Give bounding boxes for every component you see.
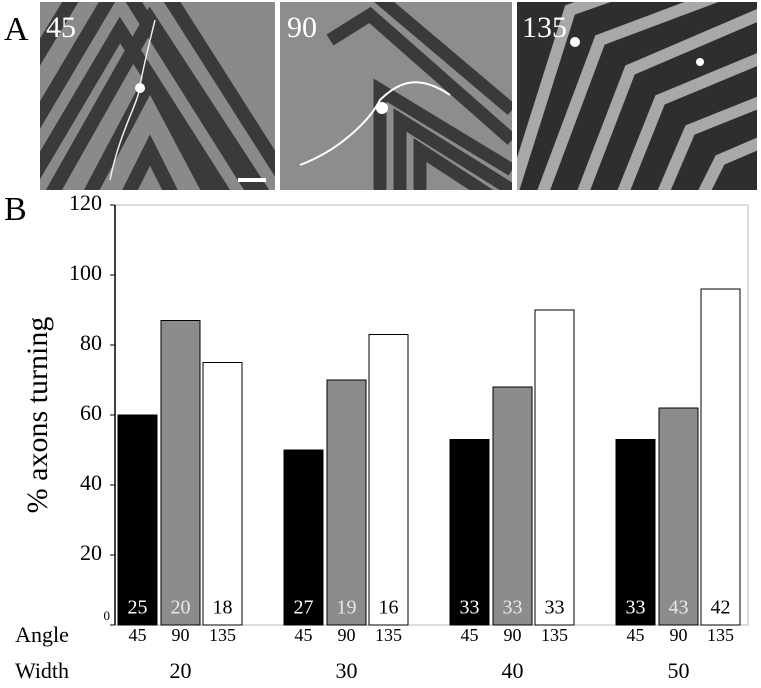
angle-tick-label: 90 (338, 625, 356, 645)
angle-tick-label: 45 (129, 625, 147, 645)
width-tick-label: 20 (170, 658, 192, 683)
angle-tick-label: 45 (461, 625, 479, 645)
angle-tick-label: 135 (707, 625, 734, 645)
width-tick-label: 30 (336, 658, 358, 683)
bar (449, 439, 490, 626)
micrograph (40, 2, 275, 190)
n-label: 33 (545, 597, 565, 619)
y-tick-label: 0 (104, 608, 111, 623)
angle-tick-label: 135 (375, 625, 402, 645)
angle-tick-label: 90 (172, 625, 190, 645)
bar (202, 362, 243, 626)
micrograph (280, 2, 512, 190)
n-label: 25 (128, 597, 148, 619)
panel-label: A (4, 11, 29, 48)
bar (283, 449, 324, 626)
width-tick-label: 40 (502, 658, 524, 683)
angle-tick-label: 45 (295, 625, 313, 645)
micrograph (517, 2, 757, 190)
y-tick-label: 100 (69, 260, 102, 285)
y-tick-label: 120 (69, 190, 102, 215)
image-label: 135 (522, 11, 567, 44)
n-label: 43 (669, 597, 689, 619)
width-tick-label: 50 (668, 658, 690, 683)
n-label: 42 (711, 597, 731, 619)
y-tick-label: 60 (80, 400, 102, 425)
n-label: 33 (626, 597, 646, 619)
y-tick-label: 80 (80, 330, 102, 355)
bar (117, 414, 158, 626)
n-label: 33 (503, 597, 523, 619)
n-label: 27 (294, 597, 314, 619)
y-tick-label: 20 (80, 540, 102, 565)
bar (658, 407, 699, 626)
width-label: Width (15, 658, 69, 683)
angle-tick-label: 90 (504, 625, 522, 645)
bar (615, 439, 656, 626)
bar (534, 309, 575, 626)
image-label: 45 (46, 11, 76, 44)
angle-tick-label: 45 (627, 625, 645, 645)
y-tick-label: 40 (80, 470, 102, 495)
n-label: 33 (460, 597, 480, 619)
y-axis-label: % axons turning (21, 317, 54, 514)
angle-tick-label: 135 (209, 625, 236, 645)
bar (160, 320, 201, 626)
n-label: 18 (213, 597, 233, 619)
angle-label: Angle (15, 622, 69, 647)
n-label: 19 (337, 597, 357, 619)
bar (700, 288, 741, 626)
angle-tick-label: 90 (670, 625, 688, 645)
image-label: 90 (287, 11, 317, 44)
n-label: 16 (379, 597, 399, 619)
n-label: 20 (171, 597, 191, 619)
panel-label: B (4, 191, 27, 228)
bar (326, 379, 367, 626)
bar (368, 334, 409, 626)
bar (492, 386, 533, 626)
angle-tick-label: 135 (541, 625, 568, 645)
